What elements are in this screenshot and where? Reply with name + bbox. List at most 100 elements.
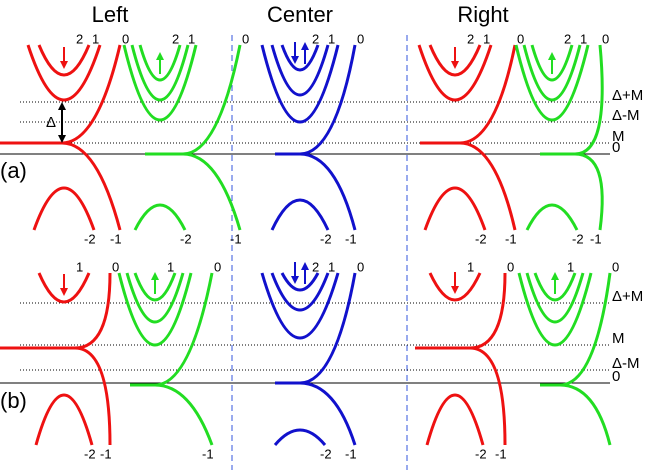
- level-label: Δ+M: [612, 87, 643, 104]
- band-label: 1: [483, 31, 490, 46]
- band-curve: [182, 152, 242, 231]
- band-curve: [415, 272, 507, 350]
- band-curve: [417, 44, 493, 102]
- band-curve: [61, 141, 122, 231]
- band-curve: [273, 428, 327, 446]
- band-label: 1: [92, 31, 99, 46]
- band-curve: [270, 272, 330, 312]
- level-label: M: [612, 128, 625, 145]
- band-label: -1: [100, 446, 112, 461]
- band-label: -2: [84, 446, 96, 461]
- band-curve: [280, 272, 320, 292]
- band-label: -1: [202, 446, 214, 461]
- band-label: -2: [572, 231, 584, 246]
- band-label: -1: [110, 231, 122, 246]
- level-label: Δ-M: [612, 107, 640, 124]
- spin-arrow-head: [551, 272, 559, 280]
- spin-arrow-head: [451, 286, 459, 294]
- gap-label: Δ: [46, 114, 56, 131]
- band-curve: [270, 44, 330, 97]
- level-label: 0: [612, 139, 620, 156]
- band-label: -2: [84, 231, 96, 246]
- band-label: 2: [564, 31, 571, 46]
- band-label: 1: [467, 259, 474, 274]
- band-label: 0: [507, 259, 514, 274]
- band-label: -2: [320, 446, 332, 461]
- spin-arrow-head: [58, 135, 66, 143]
- band-curve: [117, 272, 193, 347]
- band-label: 1: [76, 259, 83, 274]
- band-label: 0: [517, 31, 524, 46]
- band-curve: [37, 44, 91, 77]
- column-title: Center: [267, 2, 333, 27]
- band-curve: [122, 44, 198, 122]
- band-label: 0: [214, 259, 221, 274]
- band-label: -1: [495, 446, 507, 461]
- band-label: 2: [312, 31, 319, 46]
- band-curve: [299, 381, 357, 446]
- band-curve: [533, 272, 577, 302]
- spin-arrow-head: [548, 52, 556, 60]
- level-label: 0: [612, 368, 620, 385]
- band-curve: [138, 44, 182, 82]
- band-label: 0: [122, 31, 129, 46]
- level-label: Δ+M: [612, 288, 643, 305]
- spin-arrow-head: [451, 61, 459, 69]
- band-curve: [522, 44, 582, 102]
- band-label: 1: [580, 31, 587, 46]
- band-curve: [270, 198, 330, 231]
- spin-arrow-head: [60, 288, 68, 296]
- level-label: Δ-M: [612, 355, 640, 372]
- band-label: 1: [188, 31, 195, 46]
- spin-arrow-head: [291, 56, 299, 64]
- band-label: -2: [180, 231, 192, 246]
- band-label: 2: [467, 31, 474, 46]
- spin-arrow-head: [301, 42, 309, 50]
- band-curve: [125, 272, 185, 324]
- band-curve: [425, 393, 485, 446]
- spin-arrow-head: [291, 276, 299, 284]
- band-curve: [423, 186, 487, 231]
- band-curve: [514, 44, 590, 122]
- band-label: 1: [328, 31, 335, 46]
- band-curve: [0, 272, 112, 350]
- band-label: 0: [612, 259, 619, 274]
- band-curve: [133, 203, 187, 231]
- band-label: 1: [567, 259, 574, 274]
- band-curve: [525, 203, 579, 231]
- band-curve: [428, 272, 482, 302]
- band-curve: [299, 152, 357, 231]
- band-label: 0: [602, 31, 609, 46]
- band-label: 2: [312, 259, 319, 274]
- band-curve: [428, 44, 482, 77]
- band-curve: [154, 383, 214, 446]
- band-label: -2: [475, 231, 487, 246]
- band-label: 0: [357, 31, 364, 46]
- band-curve: [275, 44, 357, 156]
- band-label: 1: [328, 259, 335, 274]
- band-label: 0: [242, 31, 249, 46]
- band-curve: [559, 383, 612, 446]
- band-label: -2: [320, 231, 332, 246]
- band-curve: [469, 346, 507, 446]
- spin-arrow-head: [151, 272, 159, 280]
- band-label: 0: [112, 259, 119, 274]
- spin-arrow-head: [60, 61, 68, 69]
- panel-label: (a): [0, 158, 27, 183]
- band-curve: [32, 186, 96, 231]
- band-curve: [130, 44, 190, 102]
- band-curve: [260, 272, 340, 340]
- band-curve: [525, 272, 585, 324]
- band-curve: [26, 44, 102, 102]
- band-label: -2: [475, 446, 487, 461]
- band-curve: [37, 272, 91, 304]
- column-title: Right: [457, 2, 508, 27]
- spin-arrow-head: [58, 102, 66, 110]
- band-label: -1: [345, 231, 357, 246]
- band-curve: [530, 44, 574, 82]
- band-label: -1: [345, 446, 357, 461]
- spin-arrow-head: [301, 262, 309, 270]
- band-label: 2: [172, 31, 179, 46]
- band-curve: [540, 272, 612, 387]
